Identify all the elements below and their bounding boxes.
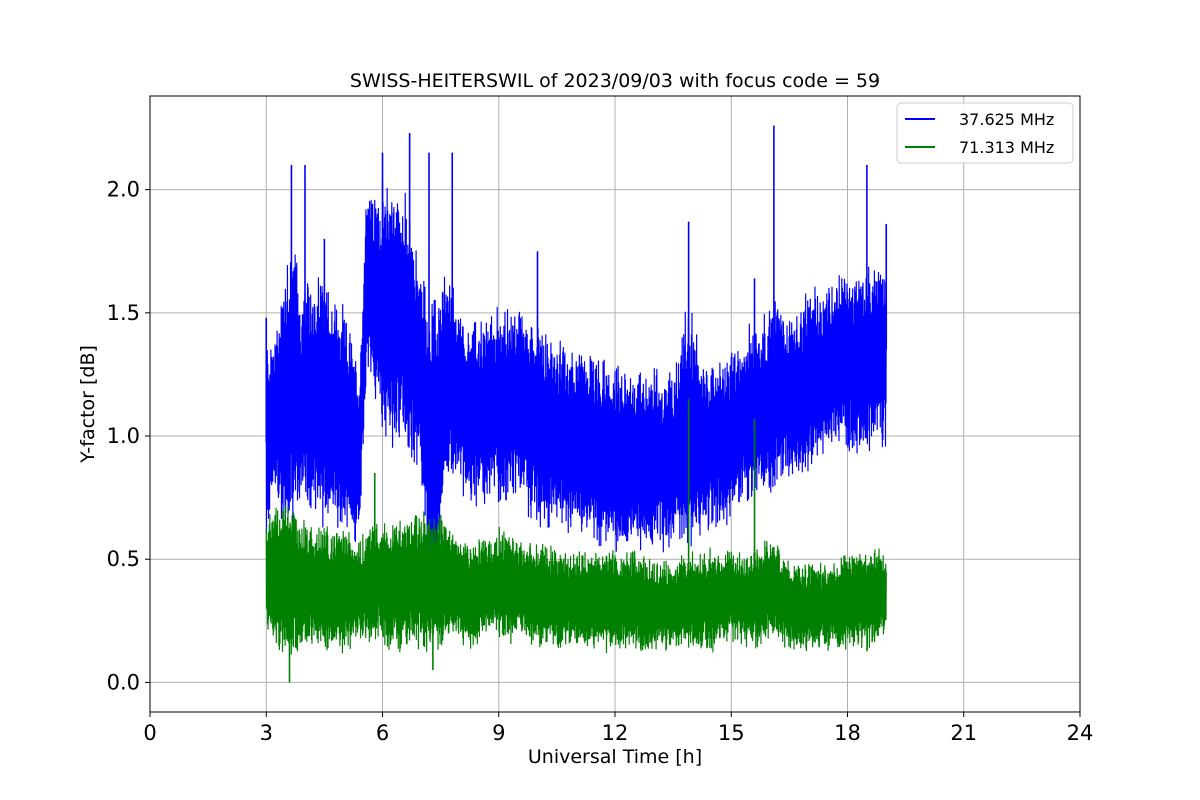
y-tick-label-1: 0.5	[107, 547, 140, 571]
y-tick-label-3: 1.5	[107, 301, 140, 325]
y-tick-label-2: 1.0	[107, 424, 140, 448]
legend-label-0: 37.625 MHz	[959, 110, 1054, 129]
y-tick-label-0: 0.0	[107, 670, 140, 694]
chart-title: SWISS-HEITERSWIL of 2023/09/03 with focu…	[350, 70, 880, 92]
y-axis-label: Y-factor [dB]	[77, 345, 99, 464]
x-tick-label-6: 18	[834, 721, 861, 745]
legend-label-1: 71.313 MHz	[959, 138, 1054, 157]
x-tick-label-5: 15	[718, 721, 745, 745]
y-tick-label-4: 2.0	[107, 178, 140, 202]
x-tick-label-1: 3	[260, 721, 273, 745]
ticks: 0 3 6 9 12 15 18 21 24 0.0 0.5 1.0 1.5 2.0	[107, 178, 1094, 745]
x-tick-label-4: 12	[602, 721, 629, 745]
series-layer	[265, 125, 888, 683]
x-tick-label-2: 6	[376, 721, 389, 745]
x-tick-label-7: 21	[950, 721, 977, 745]
x-axis-label: Universal Time [h]	[528, 746, 702, 768]
legend-box	[896, 102, 1074, 164]
legend: 37.625 MHz 71.313 MHz	[896, 102, 1074, 164]
series-line-0	[265, 180, 887, 624]
x-tick-label-8: 24	[1067, 721, 1094, 745]
series-line-1	[265, 505, 887, 655]
x-tick-label-0: 0	[143, 721, 156, 745]
x-tick-label-3: 9	[492, 721, 505, 745]
